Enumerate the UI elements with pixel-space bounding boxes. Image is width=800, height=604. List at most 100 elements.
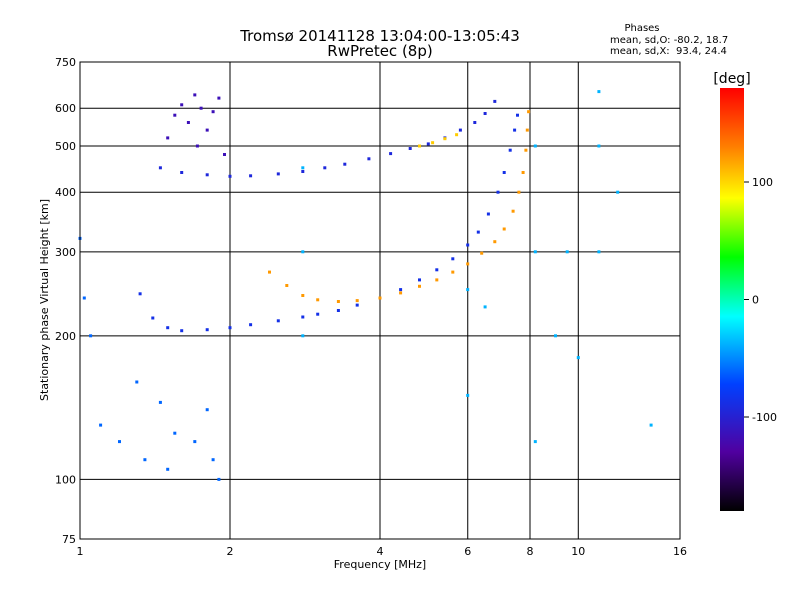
data-point (205, 408, 209, 412)
data-point (511, 209, 515, 213)
data-point (249, 323, 253, 327)
data-point (166, 136, 170, 140)
data-point (268, 270, 271, 274)
y-tick-label: 400 (55, 186, 76, 199)
data-point (301, 170, 305, 173)
data-point (301, 166, 305, 170)
colorbar-tick-label: -100 (752, 411, 777, 424)
data-point (483, 305, 487, 309)
data-point (418, 278, 421, 282)
data-point (502, 171, 506, 174)
data-point (455, 133, 459, 137)
data-point (517, 190, 521, 194)
data-point (173, 431, 177, 435)
x-tick-label: 10 (571, 545, 585, 558)
colorbar-tick-label: 0 (752, 294, 759, 307)
data-point (301, 315, 305, 319)
data-point (217, 477, 221, 481)
data-point (228, 326, 232, 330)
data-point (493, 240, 497, 244)
data-point (533, 144, 537, 148)
x-tick-label: 8 (527, 545, 534, 558)
data-point (195, 144, 199, 148)
data-point (496, 190, 500, 194)
data-point (565, 250, 569, 254)
y-tick-label: 500 (55, 140, 76, 153)
data-point (205, 328, 209, 332)
x-tick-label: 2 (227, 545, 234, 558)
data-point (616, 190, 620, 194)
x-tick-label: 1 (77, 545, 84, 558)
data-point (205, 173, 209, 177)
data-point (199, 106, 203, 110)
data-point (508, 148, 512, 152)
data-point (597, 250, 601, 254)
data-point (355, 299, 359, 303)
y-tick-label: 300 (55, 246, 76, 259)
data-point (466, 243, 470, 247)
data-point (533, 440, 537, 444)
data-point (186, 121, 190, 124)
data-point (408, 147, 412, 150)
data-point (316, 298, 320, 302)
data-point (249, 174, 253, 178)
data-point (435, 268, 439, 272)
data-point (205, 128, 209, 132)
data-point (451, 270, 455, 274)
data-point (480, 251, 484, 255)
chart-subtitle: RwPretec (8p) (327, 42, 432, 60)
data-point (336, 309, 340, 312)
y-tick-label: 200 (55, 330, 76, 343)
data-point (389, 152, 393, 156)
data-point (513, 128, 517, 132)
colorbar-ticks: 100 0 -100 (744, 176, 777, 424)
data-point (135, 380, 139, 384)
y-tick-labels: 75 100 200 300 400 500 600 750 (55, 56, 76, 546)
data-point (516, 113, 519, 117)
data-point (524, 148, 528, 152)
x-tick-label: 4 (377, 545, 384, 558)
data-point (82, 296, 86, 300)
data-point (180, 103, 184, 107)
data-point (276, 319, 280, 323)
phase-stats-o: mean, sd,O: -80.2, 18.7 (610, 35, 728, 46)
data-point (355, 303, 359, 307)
data-point (576, 356, 580, 360)
data-point (151, 316, 155, 320)
data-point (166, 326, 170, 330)
data-point (493, 99, 497, 103)
x-tick-label: 6 (464, 545, 471, 558)
data-point (301, 334, 305, 338)
x-tick-labels: 1 2 4 6 8 10 16 (77, 545, 688, 558)
data-point (99, 423, 103, 427)
data-point (426, 142, 430, 146)
data-point (435, 278, 439, 282)
data-point (211, 458, 215, 462)
data-point (138, 292, 142, 296)
data-point (301, 250, 305, 254)
data-point (476, 230, 480, 234)
data-point (649, 423, 653, 427)
y-axis-label: Stationary phase Virtual Height [km] (38, 199, 51, 401)
colorbar (720, 88, 744, 511)
phase-stats-title: Phases (624, 23, 659, 34)
data-point (527, 110, 531, 114)
data-point (89, 334, 93, 338)
data-point (316, 312, 320, 316)
data-point (276, 172, 280, 176)
data-point (193, 93, 197, 97)
data-point (143, 458, 147, 462)
data-points (78, 90, 653, 481)
data-point (173, 113, 177, 117)
data-point (301, 294, 305, 297)
y-tick-label: 600 (55, 102, 76, 115)
data-point (378, 296, 382, 300)
data-point (533, 250, 537, 254)
data-point (118, 440, 121, 444)
y-tick-label: 75 (62, 533, 76, 546)
data-point (323, 166, 327, 170)
data-point (466, 393, 470, 397)
data-point (180, 329, 184, 333)
x-tick-label: 16 (673, 545, 687, 558)
